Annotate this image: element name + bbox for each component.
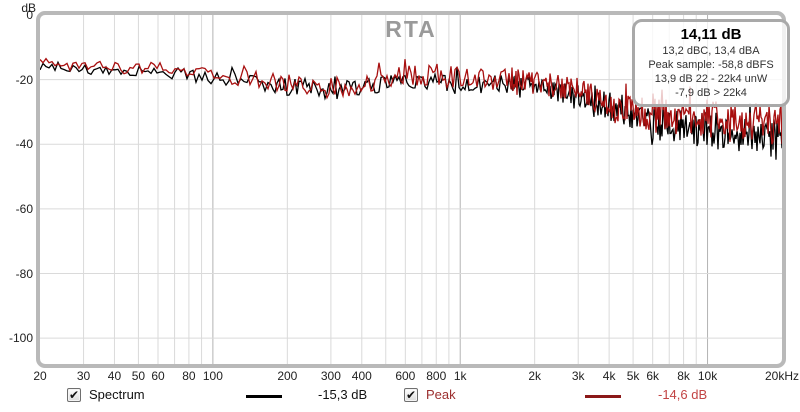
x-tick-label: 50 [131, 369, 146, 383]
x-tick-label: 2k [528, 369, 541, 383]
spectrum-legend-label: Spectrum [89, 387, 145, 402]
y-tick-label: -40 [15, 137, 33, 152]
info-level-value: 14,11 dB [680, 26, 742, 43]
spectrum-chart [40, 15, 782, 364]
x-tick-label: 3k [571, 369, 585, 383]
y-tick-label: -100 [8, 331, 33, 346]
x-tick-label: 4k [602, 369, 616, 383]
y-tick-label: -80 [15, 266, 33, 281]
x-tick-label: 80 [182, 369, 196, 383]
x-tick-label: 1k [453, 369, 467, 383]
x-tick-label: 400 [351, 369, 372, 383]
x-tick-label: 6k [646, 369, 660, 383]
peak-trace [40, 57, 782, 145]
x-tick-label: 600 [395, 369, 416, 383]
measurement-info-box: 14,11 dB 13,2 dBC, 13,4 dBA Peak sample:… [632, 19, 790, 107]
x-tick-label: 10k [697, 369, 718, 383]
info-band-level: 13,9 dB 22 - 22k4 unW [654, 73, 768, 85]
y-axis-unit-label: dB [21, 1, 36, 15]
x-tick-label: 200 [277, 369, 298, 383]
x-tick-label: 40 [107, 369, 122, 383]
info-above-band-level: -7,9 dB > 22k4 [675, 87, 747, 99]
y-tick-label: -60 [15, 201, 33, 216]
peak-checkbox[interactable]: ✔ [404, 388, 418, 402]
info-weighted-levels: 13,2 dBC, 13,4 dBA [662, 45, 760, 57]
spectrum-line-swatch [246, 395, 282, 398]
x-tick-label: 800 [426, 369, 447, 383]
x-tick-label: 5k [626, 369, 640, 383]
peak-line-swatch [585, 395, 621, 398]
check-icon: ✔ [405, 388, 417, 402]
spectrum-current-value: -15,3 dB [318, 387, 368, 402]
y-tick-label: 0 [26, 8, 33, 22]
spectrum-checkbox[interactable]: ✔ [67, 388, 81, 402]
info-peak-sample: Peak sample: -58,8 dBFS [648, 59, 774, 71]
x-tick-label: 20 [33, 369, 47, 383]
y-tick-label: -20 [15, 72, 33, 87]
x-tick-label: 8k [677, 369, 690, 383]
x-tick-label: 300 [320, 369, 341, 383]
x-tick-label: 60 [151, 369, 165, 383]
peak-legend-label: Peak [426, 387, 456, 402]
peak-current-value: -14,6 dB [658, 387, 708, 402]
x-tick-label: 30 [76, 369, 91, 383]
check-icon: ✔ [68, 388, 80, 402]
x-tick-label: 20kHz [764, 369, 800, 383]
x-tick-label: 100 [202, 369, 223, 383]
